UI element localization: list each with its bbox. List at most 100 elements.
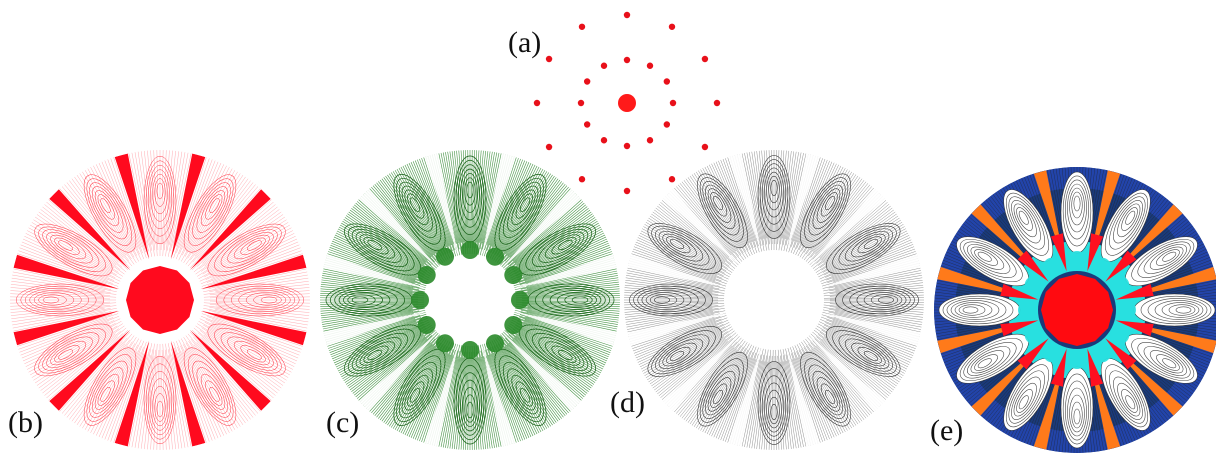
radial-hatch bbox=[749, 349, 766, 448]
lobe-contour bbox=[557, 239, 573, 251]
lobe-contour bbox=[1117, 382, 1141, 417]
lobe-contour bbox=[812, 184, 843, 230]
radial-hatch bbox=[18, 318, 108, 350]
radial-hatch bbox=[176, 340, 216, 440]
radial-hatch bbox=[811, 349, 865, 421]
radial-hatch bbox=[184, 170, 236, 257]
central-core bbox=[434, 264, 506, 336]
lobe-contour bbox=[1109, 196, 1146, 250]
lobe-contour bbox=[697, 351, 748, 427]
lobe-contour bbox=[223, 285, 300, 315]
radial-hatch bbox=[698, 170, 746, 252]
radial-hatch bbox=[40, 333, 116, 391]
radial-hatch bbox=[480, 356, 500, 448]
radial-hatch bbox=[811, 200, 887, 267]
lobe bbox=[504, 223, 596, 285]
lobe-contour bbox=[963, 241, 1017, 278]
lobe-contour bbox=[154, 178, 166, 207]
radial-hatch bbox=[819, 321, 910, 365]
lobe-contour bbox=[38, 328, 106, 374]
radial-wedge bbox=[49, 189, 131, 271]
lobe-contour bbox=[42, 296, 60, 304]
lobe-contour bbox=[50, 340, 87, 366]
radial-hatch bbox=[181, 168, 233, 262]
radial-hatch bbox=[1131, 262, 1213, 292]
radial-hatch bbox=[805, 170, 850, 247]
radial-hatch bbox=[339, 224, 420, 272]
radial-hatch bbox=[794, 358, 826, 442]
radial-hatch bbox=[195, 325, 282, 389]
radial-wedge bbox=[627, 312, 728, 346]
inner-ring-point bbox=[583, 78, 591, 85]
radial-hatch bbox=[810, 342, 873, 414]
lobe-contour bbox=[89, 182, 128, 240]
lobe-contour bbox=[1113, 376, 1143, 420]
radial-hatch bbox=[197, 188, 261, 259]
lobe-contour bbox=[544, 341, 581, 366]
lobe-contour bbox=[1067, 183, 1087, 233]
lobe-contour bbox=[92, 186, 124, 233]
lobe-contour bbox=[1005, 364, 1050, 428]
radial-hatch bbox=[355, 202, 426, 263]
radial-hatch bbox=[17, 253, 119, 287]
radial-hatch bbox=[500, 179, 561, 259]
lobe-contour bbox=[766, 389, 782, 429]
radial-hatch bbox=[33, 323, 123, 381]
lobe-contour bbox=[343, 292, 383, 308]
radial-hatch bbox=[392, 339, 447, 429]
radial-hatch bbox=[201, 313, 303, 347]
radial-hatch bbox=[807, 337, 874, 413]
inner-red-wedge bbox=[1087, 348, 1104, 387]
radial-hatch bbox=[520, 268, 617, 290]
radial-hatch bbox=[483, 157, 517, 257]
radial-wedge bbox=[114, 340, 150, 447]
lobe-contour bbox=[1121, 389, 1138, 413]
lobe-contour bbox=[152, 173, 168, 215]
radial-wedge bbox=[49, 329, 131, 411]
radial-wedge bbox=[807, 189, 885, 267]
radial-hatch bbox=[657, 205, 736, 269]
lobe-contour bbox=[655, 334, 710, 372]
radial-hatch bbox=[321, 305, 419, 319]
radial-hatch bbox=[521, 232, 605, 275]
lobe-contour bbox=[515, 193, 533, 219]
radial-hatch bbox=[817, 224, 904, 275]
lobe-contour bbox=[94, 190, 120, 227]
lobe-contour bbox=[645, 292, 685, 308]
radial-hatch bbox=[203, 290, 310, 298]
radial-hatch bbox=[10, 293, 105, 298]
radial-hatch bbox=[727, 347, 759, 443]
lobe-contour bbox=[963, 342, 1017, 379]
radial-hatch bbox=[827, 253, 917, 283]
radial-hatch bbox=[706, 165, 747, 245]
lobe-contour bbox=[1008, 370, 1045, 424]
radial-hatch bbox=[780, 349, 795, 449]
lobe-contour bbox=[1149, 350, 1184, 374]
radial-hatch bbox=[187, 174, 244, 259]
radial-hatch bbox=[515, 292, 620, 299]
radial-hatch bbox=[394, 350, 442, 431]
radial-hatch bbox=[509, 332, 587, 396]
radial-hatch bbox=[776, 150, 782, 251]
lobe bbox=[647, 326, 723, 377]
lobe-contour bbox=[710, 192, 728, 217]
lobe-contour bbox=[808, 364, 846, 419]
radial-hatch bbox=[61, 337, 128, 414]
lobe-bulb bbox=[1068, 351, 1086, 369]
lobe-contour bbox=[768, 396, 780, 425]
radial-hatch bbox=[179, 161, 219, 254]
radial-wedge bbox=[786, 153, 820, 254]
radial-hatch bbox=[475, 151, 491, 255]
radial-hatch bbox=[470, 150, 473, 249]
radial-hatch bbox=[168, 152, 189, 257]
lobe-contour bbox=[363, 237, 389, 255]
lobe-contour bbox=[974, 354, 998, 371]
radial-hatch bbox=[28, 227, 122, 279]
lobe bbox=[1118, 293, 1216, 327]
radial-hatch bbox=[215, 302, 310, 307]
radial-hatch bbox=[168, 349, 186, 448]
radial-hatch bbox=[104, 160, 144, 260]
lobe-contour bbox=[94, 373, 120, 410]
radial-hatch bbox=[209, 307, 309, 323]
